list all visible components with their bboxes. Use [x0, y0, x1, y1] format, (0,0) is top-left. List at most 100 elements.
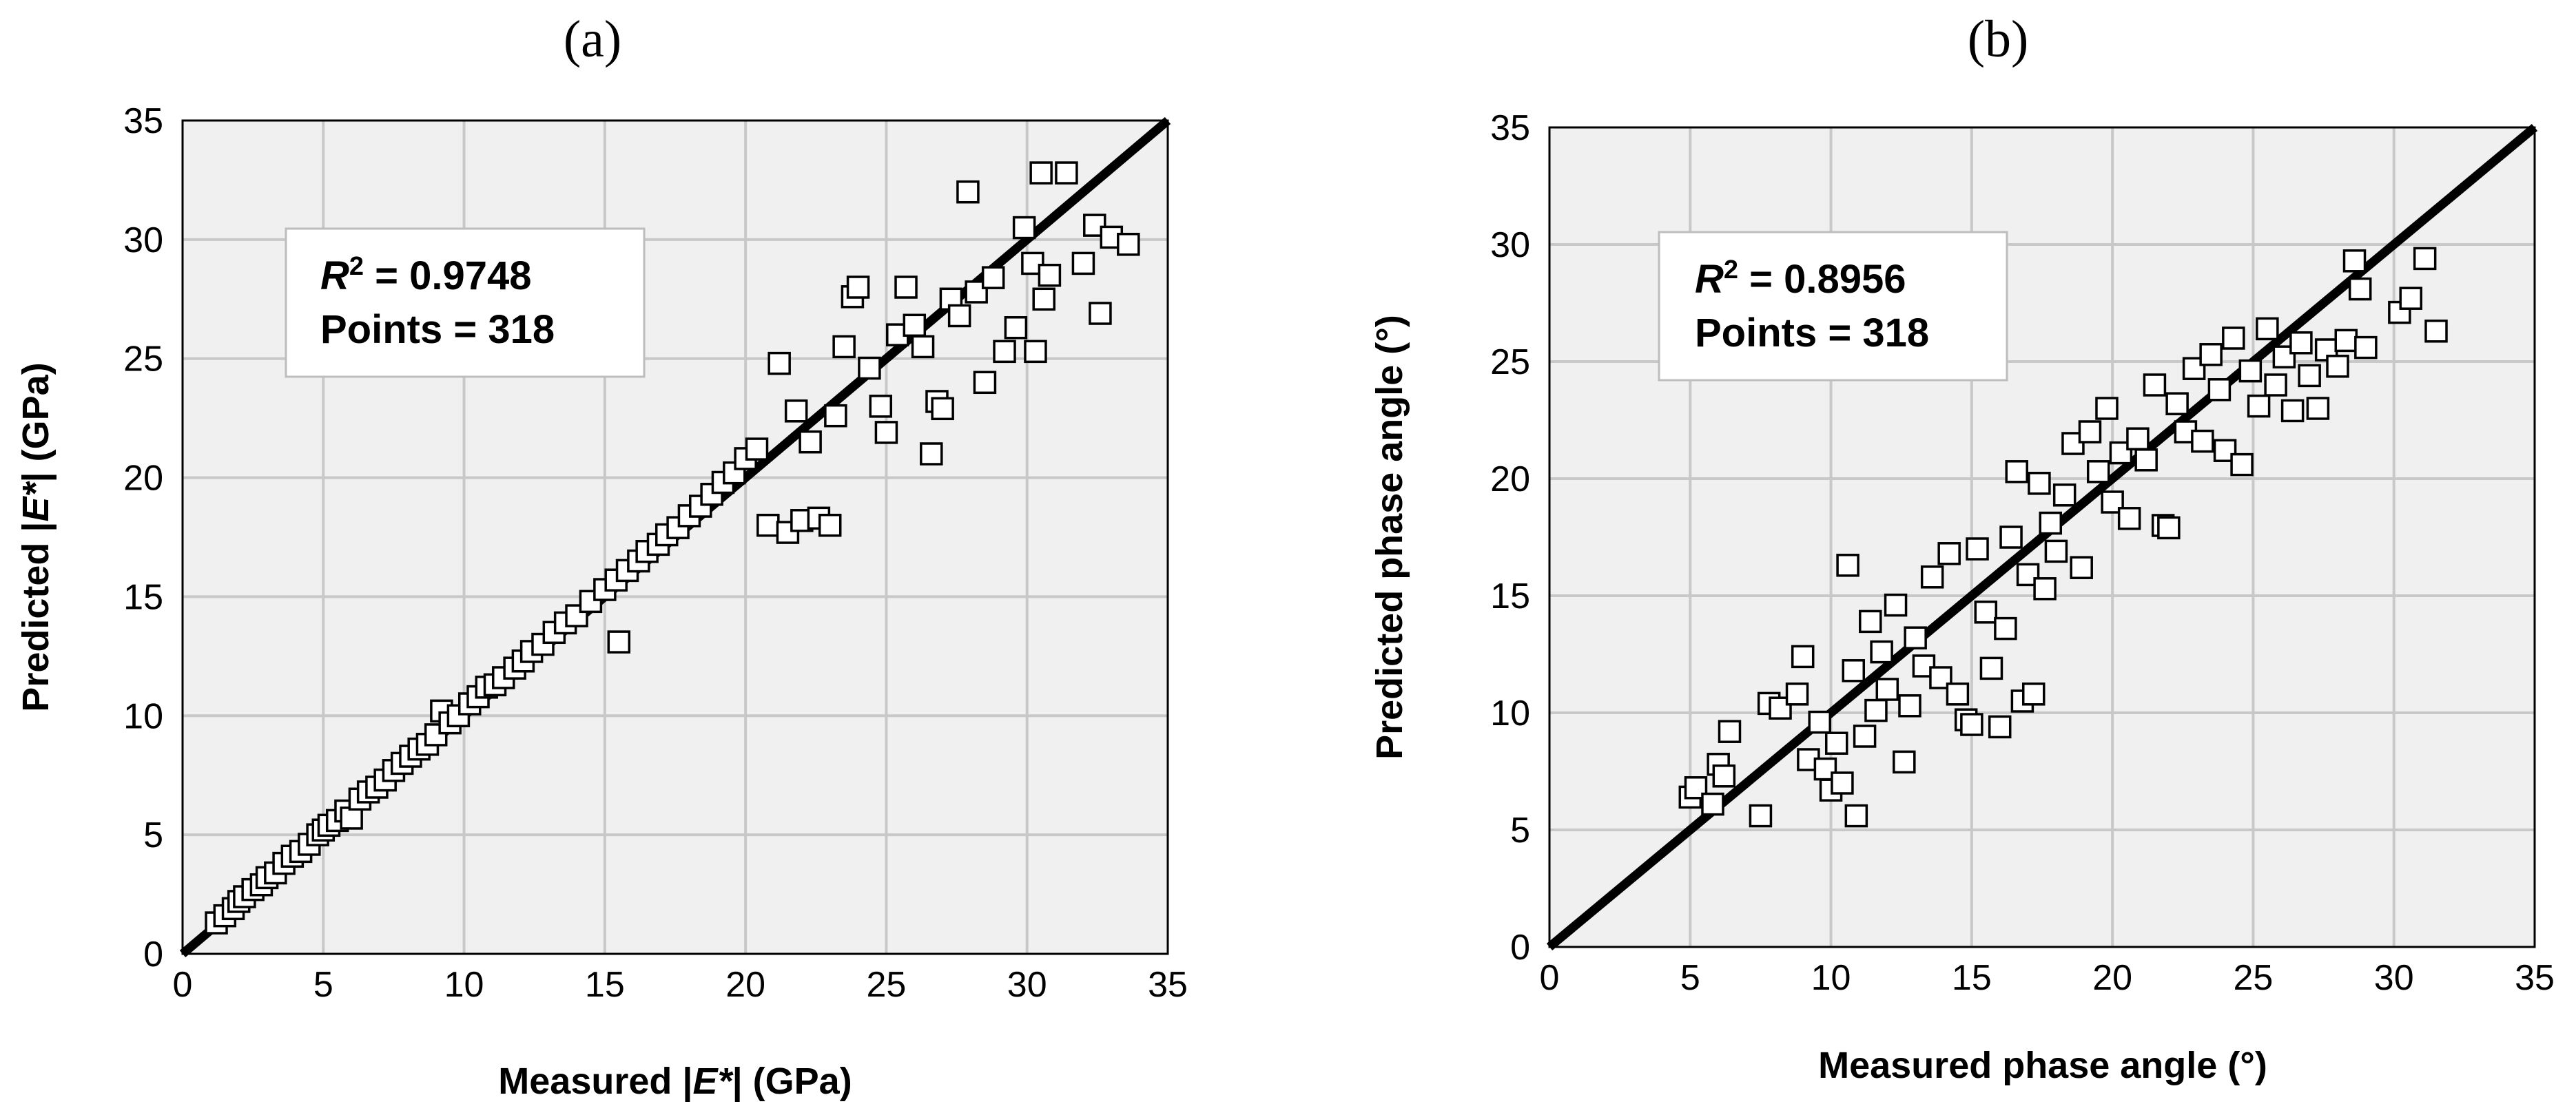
data-point — [2334, 329, 2358, 353]
panel-b-points-text: Points = 318 — [1695, 311, 1929, 355]
data-point — [1875, 678, 1899, 701]
data-point — [1808, 710, 1831, 734]
panel-a-points-text: Points = 318 — [320, 307, 555, 352]
data-point — [1707, 753, 1730, 776]
data-point — [2126, 427, 2150, 450]
data-point — [1029, 161, 1053, 185]
x-tick-label: 20 — [2092, 958, 2132, 998]
data-point — [2039, 511, 2063, 535]
y-tick-label: 25 — [1490, 342, 1530, 382]
panel-a-x-ticks: 0 5 10 15 20 25 30 35 — [173, 965, 1188, 1005]
data-point — [1988, 715, 2012, 739]
panel-b-stats-annotation: R2 = 0.8956 Points = 318 — [1658, 231, 2008, 382]
data-point — [1999, 525, 2023, 549]
panel-b-r2-symbol: R — [1695, 257, 1724, 302]
data-point — [2070, 556, 2093, 579]
x-tick-label: 15 — [585, 965, 625, 1005]
panel-b: (b) 0 5 10 15 20 25 30 35 0 5 10 15 20 25 30 35 Measur… — [1369, 10, 2555, 1086]
data-point — [1960, 713, 1983, 736]
y-tick-label: 10 — [123, 696, 163, 736]
data-point — [1920, 565, 1944, 589]
panel-b-y-ticks: 0 5 10 15 20 25 30 35 — [1490, 108, 1530, 968]
panel-a-markers — [205, 161, 1140, 935]
panel-a-r2-text: R2 = 0.9748 — [320, 252, 532, 298]
data-point — [2238, 359, 2263, 383]
y-tick-label: 25 — [123, 340, 163, 379]
panel-a-y-title-post: | (GPa) — [15, 362, 57, 482]
data-point — [1864, 698, 1888, 722]
y-tick-label: 0 — [1510, 928, 1530, 968]
panel-a-y-axis-title: Predicted |E*| (GPa) — [15, 362, 57, 711]
panel-a-r2-superscript: 2 — [349, 252, 364, 281]
data-point — [2016, 563, 2040, 587]
y-tick-label: 35 — [123, 101, 163, 141]
x-tick-label: 25 — [867, 965, 907, 1005]
data-point — [1884, 593, 1908, 617]
data-point — [1024, 340, 1047, 364]
data-point — [756, 513, 780, 537]
data-point — [2005, 460, 2028, 483]
data-point — [1684, 776, 1708, 800]
panel-b-plot-frame — [1548, 126, 2536, 948]
y-tick-label: 5 — [143, 815, 163, 855]
panel-a-y-ticks: 0 5 10 15 20 25 30 35 — [123, 101, 163, 975]
x-tick-label: 15 — [1952, 958, 1992, 998]
data-point — [1859, 609, 1882, 634]
x-tick-label: 0 — [1540, 958, 1560, 998]
panel-a-x-axis-title: Measured |E*| (GPa) — [498, 1061, 852, 1103]
data-point — [1966, 537, 1989, 561]
data-point — [2086, 460, 2110, 483]
data-point — [2165, 392, 2189, 415]
panel-a-y-title-italic: E* — [15, 480, 56, 521]
data-point — [2280, 399, 2305, 423]
data-point — [931, 397, 954, 421]
data-point — [1089, 302, 1112, 325]
data-point — [973, 371, 997, 395]
y-tick-label: 35 — [1490, 108, 1530, 148]
panel-a-x-title-italic: E* — [693, 1061, 734, 1102]
panel-a-r2-symbol: R — [320, 253, 349, 298]
data-point — [767, 351, 791, 375]
data-point — [818, 513, 842, 537]
y-tick-label: 20 — [1490, 459, 1530, 499]
data-point — [2157, 516, 2181, 540]
data-point — [1055, 161, 1078, 185]
panel-b-x-ticks: 0 5 10 15 20 25 30 35 — [1540, 958, 2555, 998]
y-tick-label: 30 — [123, 220, 163, 260]
panel-b-r2-text: R2 = 0.8956 — [1695, 256, 1906, 302]
y-tick-label: 15 — [1490, 576, 1530, 616]
data-point — [2230, 452, 2254, 477]
data-point — [2207, 378, 2232, 402]
data-point — [745, 437, 769, 461]
data-point — [2134, 448, 2158, 472]
data-point — [993, 340, 1016, 364]
panel-a-label: (a) — [564, 10, 621, 68]
data-point — [981, 266, 1005, 289]
data-point — [903, 313, 927, 337]
data-point — [1904, 626, 1927, 649]
data-point — [2033, 577, 2057, 601]
y-tick-label: 0 — [143, 935, 163, 975]
data-point — [1937, 542, 1961, 565]
panel-b-r2-value: = 0.8956 — [1738, 257, 1906, 302]
data-point — [846, 275, 870, 299]
data-point — [2354, 335, 2378, 359]
y-tick-label: 15 — [123, 577, 163, 617]
panel-a-r2-value: = 0.9748 — [364, 253, 532, 298]
panel-b-y-title-pre: Predicted phase angle (°) — [1369, 315, 1410, 760]
panel-a-x-title-pre: Measured | — [498, 1061, 692, 1103]
data-point — [824, 404, 847, 428]
data-point — [1979, 656, 2003, 680]
x-tick-label: 5 — [313, 965, 333, 1005]
data-point — [2247, 394, 2271, 418]
data-point — [1701, 792, 1724, 816]
data-point — [2342, 249, 2367, 273]
panel-b-markers — [1678, 247, 2448, 828]
x-tick-label: 5 — [1680, 958, 1700, 998]
data-point — [874, 421, 898, 444]
data-point — [2021, 682, 2046, 706]
data-point — [2199, 343, 2223, 366]
data-point — [784, 399, 808, 423]
panel-a-stats-box — [285, 227, 646, 378]
x-tick-label: 35 — [2515, 958, 2555, 998]
